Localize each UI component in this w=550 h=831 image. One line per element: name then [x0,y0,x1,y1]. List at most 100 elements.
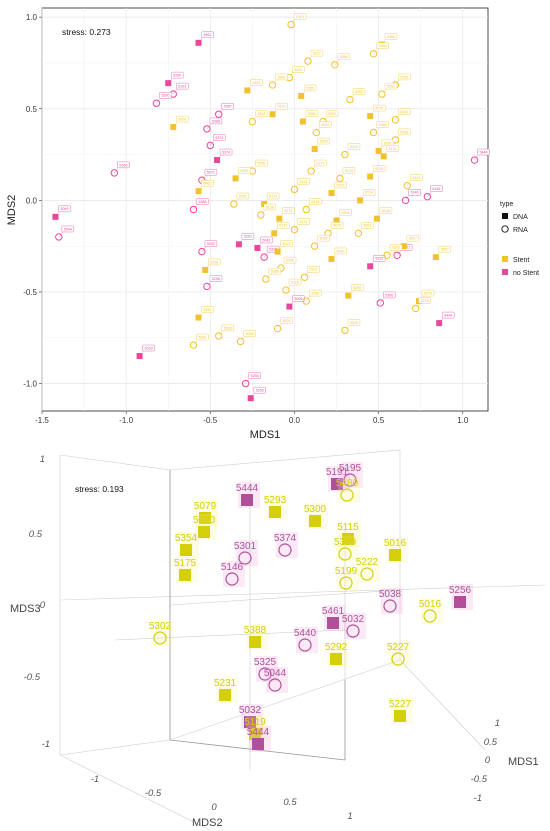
point-label-box [58,205,71,213]
point-label-leader [311,165,316,172]
rna-point-marker [383,251,391,259]
point-label: 5354 [340,55,348,59]
mds3-tick-label: -0.5 [24,672,41,683]
rna-point-marker [258,667,272,681]
legend-rna-label: RNA [513,227,528,234]
data-point: 5290 [345,284,364,299]
point-label-leader [386,250,392,256]
point-label-box [309,289,322,297]
data-point: 5374 [214,148,233,164]
point-label: 5113 [412,176,420,180]
point-label-box [410,174,423,181]
point-label: 5146 [382,209,390,213]
rna-point-marker [336,174,344,183]
point-label: 5252 [355,90,363,94]
mds1-tick-label: -0.5 [471,774,488,785]
point-label-leader [55,211,60,217]
data-point-3d: 5444 [236,482,260,508]
point-label-leader [290,19,296,25]
point-label: 5374 [274,533,297,544]
point-label-leader [201,175,207,181]
point-label: 5038 [400,130,408,134]
point-label-box [196,333,209,341]
point-label: 5293 [264,495,287,506]
point-label: 5231 [214,678,237,689]
point-label-box [408,189,421,196]
rna-point-marker [346,95,354,104]
point-label-box [398,128,411,136]
data-point-3d: 5256 [449,584,473,610]
data-point: 5291 [230,192,250,208]
rna-point-marker [290,225,299,234]
point-label-box [383,291,396,299]
data-point: 5252 [346,88,366,104]
point-label: 5179 [279,224,287,228]
point-label-box [159,92,172,99]
rna-point-marker [198,247,206,256]
point-label-leader [274,228,279,234]
point-label-box [238,167,251,174]
point-label-leader [334,59,339,65]
point-label-box [384,82,398,90]
point-label-box [142,344,155,352]
point-label: 5351 [387,84,395,88]
point-label: 5049 [336,249,344,253]
dna-point-marker [394,710,406,722]
point-label: 5291 [204,308,212,312]
rna-point-marker [260,253,268,261]
point-label-leader [218,330,223,336]
point-label-leader [289,301,294,307]
data-point: 5025 [310,234,330,250]
point-halo [344,613,366,639]
data-point: 5031 [189,333,209,349]
point-label-box [305,110,319,117]
mds2-tick-label: -0.5 [145,788,162,799]
rna-point-marker [401,196,410,205]
point-label-box [204,168,218,176]
point-label: 5388 [212,119,220,123]
point-label-box [117,161,130,169]
data-point: 5124 [336,167,356,183]
point-label-box [204,240,218,247]
point-label: 5032 [342,614,365,625]
point-label: 5195 [339,463,362,474]
data-point: 5231 [300,266,320,281]
point-halo [276,532,298,558]
point-label: 5256 [400,75,408,79]
y-tick-label: 0.0 [26,196,38,205]
nmds-3d-chart: 10.50-0.5-110.50-0.5-1-1-0.50 0.51 519151… [10,449,546,831]
point-label: 5227 [389,699,412,710]
rna-point-marker [262,275,270,283]
point-label-box [201,306,214,313]
data-point-3d: 5016 [419,598,443,624]
data-point: 5322 [274,240,293,255]
point-label-box [292,66,305,73]
point-label: 5291 [239,194,247,198]
data-point: 5351 [391,108,411,124]
point-label: 5079 [375,106,383,110]
point-label: 5056 [246,332,254,336]
point-label: 5032 [321,123,329,127]
data-point: 5220 [341,319,361,335]
point-halo [256,656,278,682]
point-label-leader [370,171,375,177]
data-point: 5103 [169,82,189,98]
data-point-3d: 5016 [384,537,408,563]
point-label-leader [272,109,277,115]
data-point: 5356 [302,289,322,305]
point-halo [338,477,360,503]
point-label: 5006 [178,117,186,121]
point-halo [381,588,403,614]
data-point: 5177 [307,159,327,175]
data-point: 5351 [378,82,398,98]
point-label-box [347,143,361,150]
point-label: 5033 [145,346,153,350]
data-point: 5300 [268,73,288,89]
point-label: 5444 [247,727,270,738]
point-label: 5227 [387,642,410,653]
data-point: 5444 [470,148,490,164]
point-label-leader [201,246,207,252]
point-label-box [319,121,332,128]
point-label: 5388 [244,625,267,636]
data-point-3d: 5227 [387,641,411,667]
